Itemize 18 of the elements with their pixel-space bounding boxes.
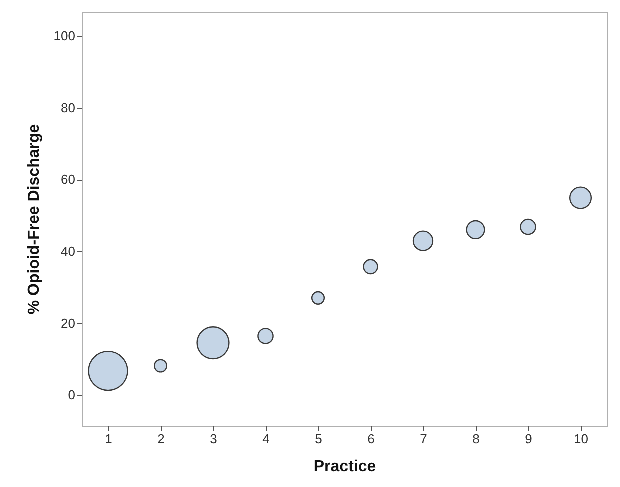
y-tick-label: 100 [54,28,76,44]
y-tick-label: 60 [61,172,76,188]
y-tick-label: 80 [61,100,76,116]
x-tick-label: 10 [574,432,588,446]
x-axis-title: Practice [314,458,376,476]
x-tick-label: 4 [262,432,270,446]
x-tick-label: 9 [525,432,532,446]
x-tick-label: 6 [368,432,375,446]
x-tick-label: 1 [105,432,112,446]
y-axis-title: % Opioid-Free Discharge [26,124,43,315]
y-tick-label: 20 [61,316,76,331]
x-tick-label: 5 [315,432,322,446]
x-tick-label: 8 [472,432,480,446]
x-tick-label: 2 [158,432,165,446]
x-tick-label: 3 [210,432,218,446]
y-tick-label: 0 [68,388,76,403]
y-tick-label: 40 [61,244,76,259]
x-tick-label: 7 [420,432,428,446]
